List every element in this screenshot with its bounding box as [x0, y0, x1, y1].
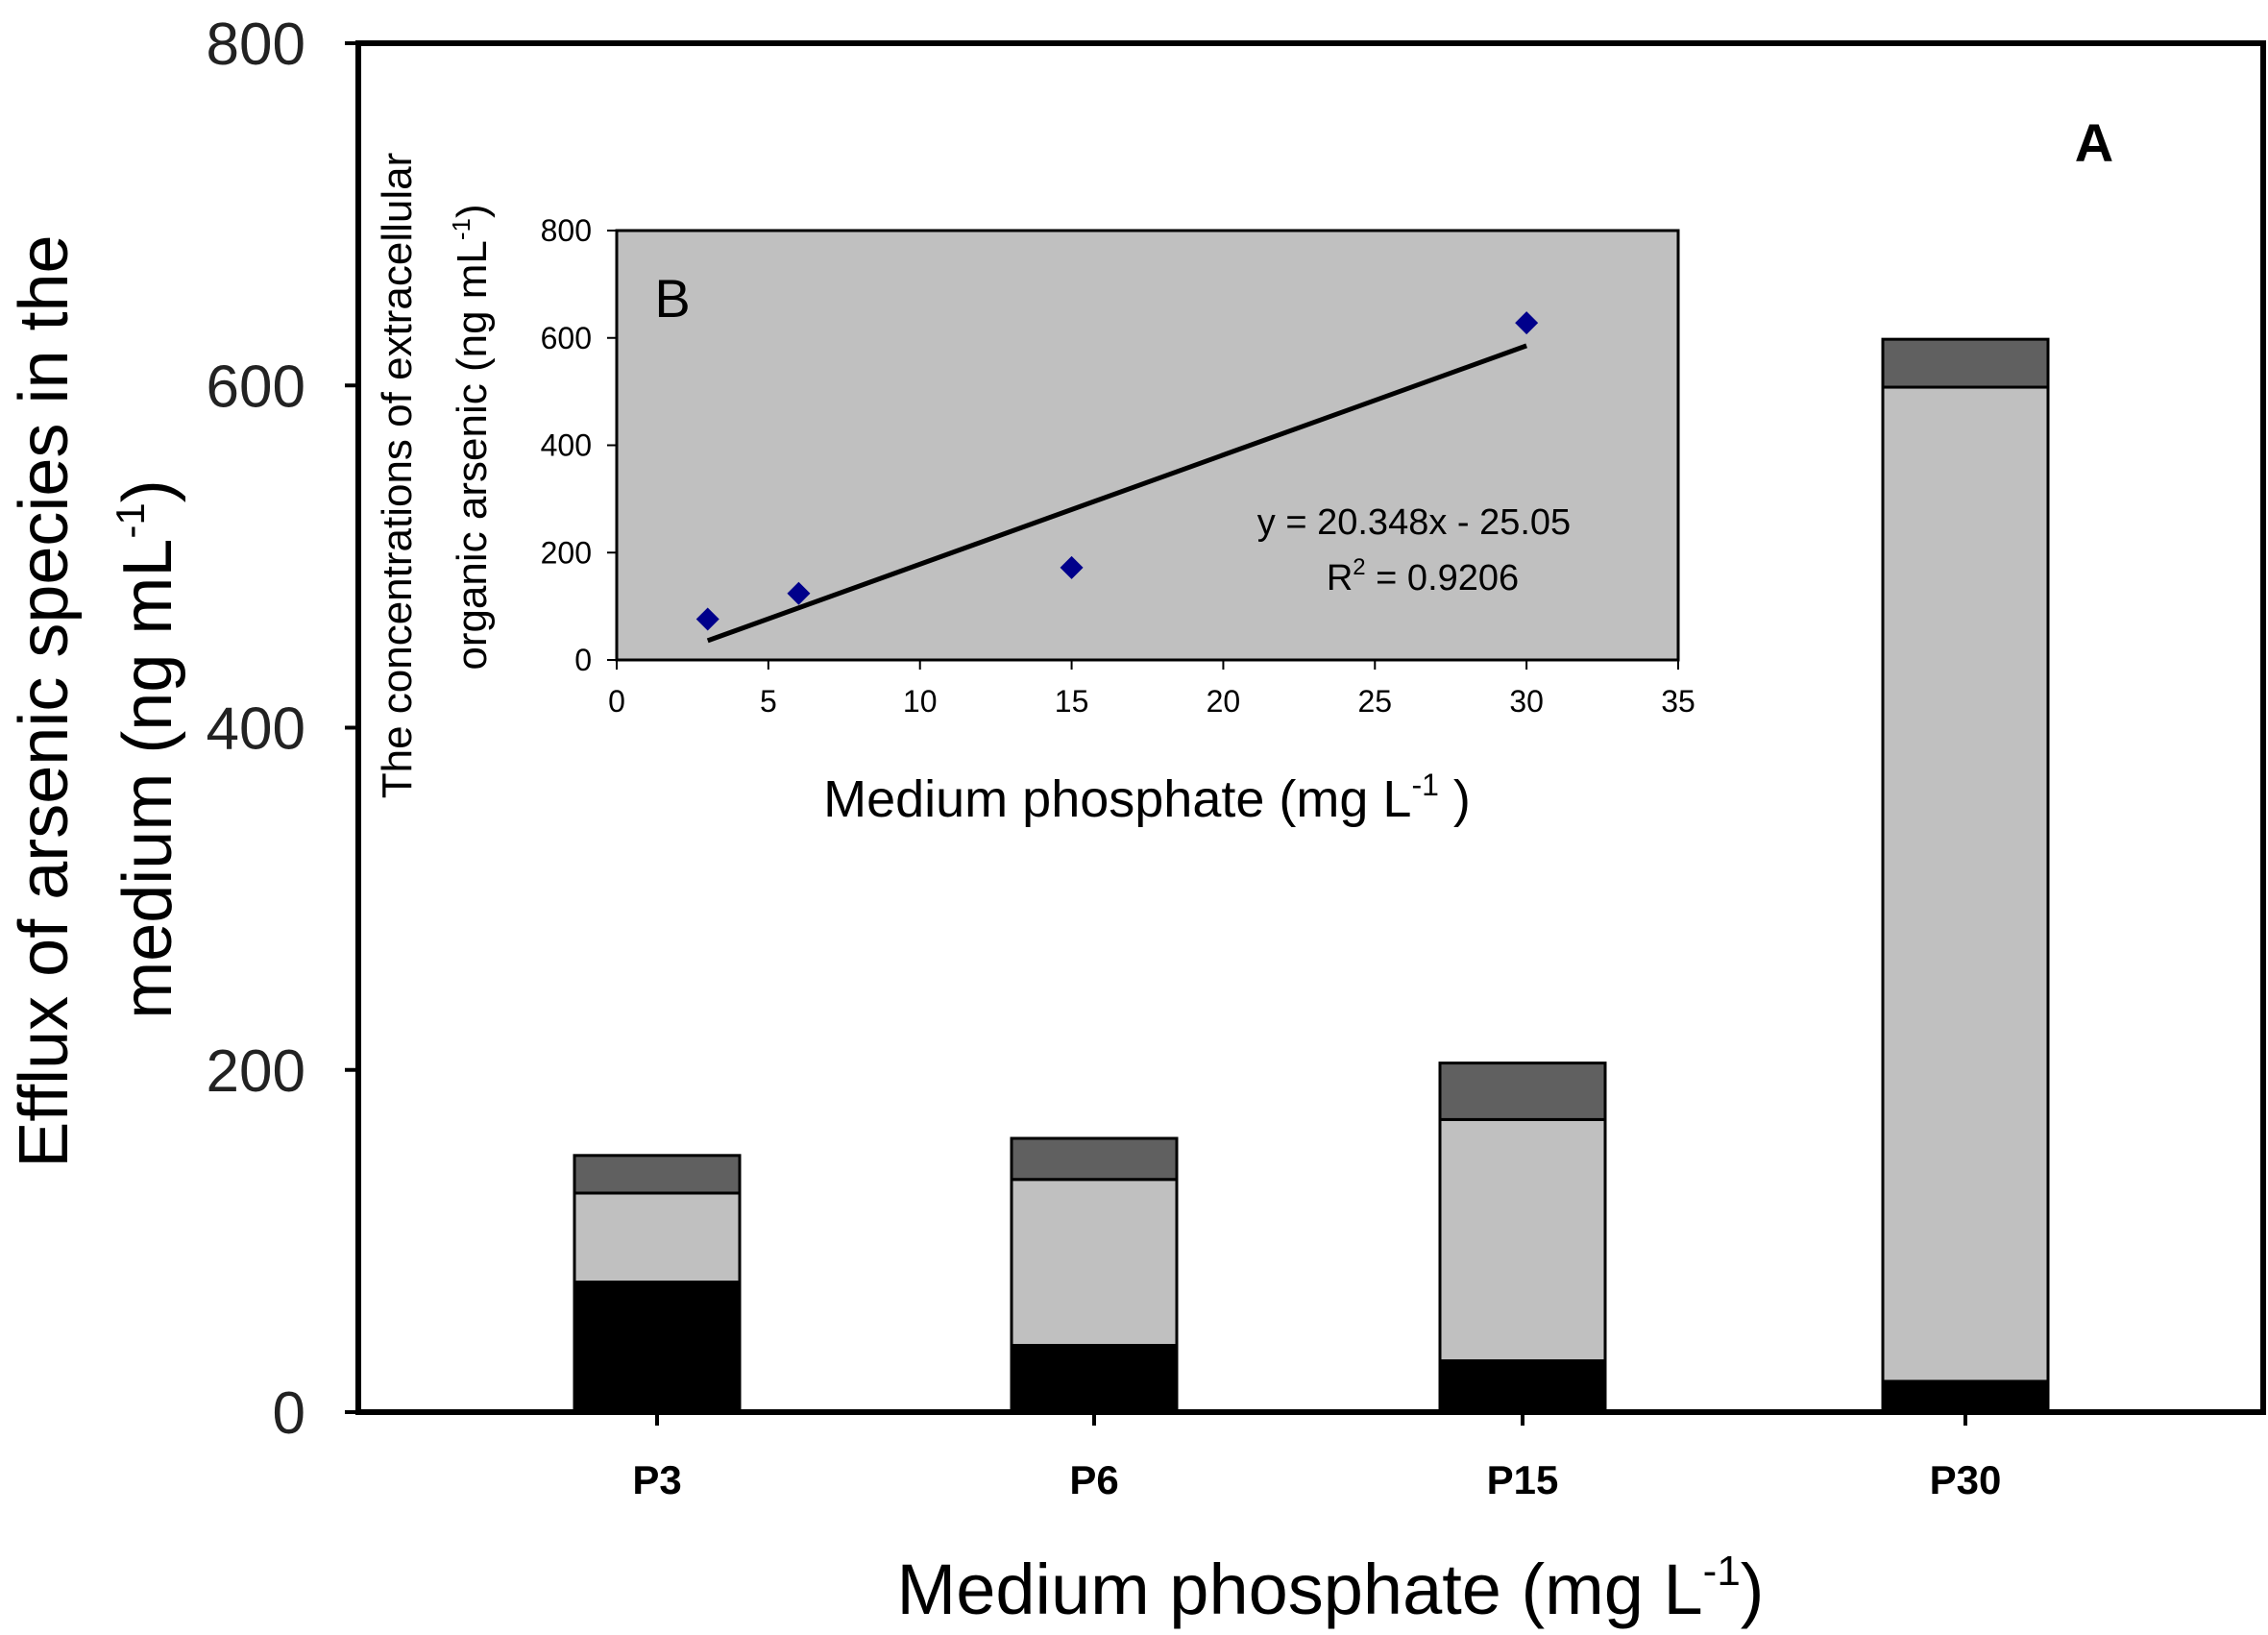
bar-p6-segment-3 [1010, 1136, 1179, 1182]
inset-x-tick-label: 15 [1055, 684, 1089, 719]
main-bars [573, 337, 2050, 1414]
panel-label-a: A [2075, 112, 2113, 173]
inset-y-axis-title-line-2: organic arsenic (ng mL-1) [447, 204, 496, 670]
inset-x-tick-label: 25 [1357, 684, 1392, 719]
main-x-axis-title: Medium phosphate (mg L-1) [897, 1548, 1765, 1629]
inset-data-points [695, 311, 1539, 631]
main-y-tick-label: 800 [207, 12, 305, 78]
main-x-tick-label: P3 [632, 1457, 681, 1502]
inset-y-tick-label: 200 [541, 535, 592, 570]
inset-data-point [695, 607, 719, 631]
inset-data-point [1060, 555, 1084, 579]
bar-p15-segment-3 [1438, 1062, 1607, 1121]
inset-axes: 0 5 10 15 20 25 30 35 0 200 400 600 800 [541, 213, 1695, 719]
bar-p30-segment-3 [1881, 337, 2050, 389]
main-x-tick-label: P6 [1069, 1457, 1118, 1502]
bar-p30-segment-2 [1881, 385, 2050, 1383]
main-y-tick-label: 0 [273, 1380, 305, 1447]
bar-p3-segment-1 [573, 1281, 742, 1414]
main-y-axis-title-line-1: Efflux of arsenic species in the [6, 234, 83, 1167]
inset-x-tick-label: 30 [1509, 684, 1544, 719]
main-x-tick-labels: P3 P6 P15 P30 [632, 1412, 2001, 1502]
inset-x-axis-title: Medium phosphate (mg L-1 ) [823, 768, 1471, 828]
inset-trendline [706, 343, 1527, 644]
inset-y-tick-label: 800 [541, 213, 592, 248]
bar-p6-segment-1 [1010, 1344, 1179, 1414]
inset-data-point [787, 581, 811, 605]
main-x-tick-label: P30 [1930, 1457, 2002, 1502]
inset-x-tick-label: 0 [608, 684, 625, 719]
bar-p3-segment-3 [573, 1154, 742, 1195]
main-y-axis-title-line-2: medium (ng mL-1) [108, 479, 186, 1019]
bar-p6-segment-2 [1010, 1178, 1179, 1348]
main-y-tick-labels: 0 200 400 600 800 [207, 12, 358, 1447]
inset-y-tick-label: 0 [574, 643, 592, 677]
bar-p3-segment-2 [573, 1191, 742, 1284]
inset-y-tick-label: 600 [541, 321, 592, 355]
inset-data-point [1515, 311, 1539, 335]
bar-p15-segment-2 [1438, 1117, 1607, 1363]
inset-x-tick-label: 35 [1661, 684, 1695, 719]
inset-x-tick-label: 5 [760, 684, 777, 719]
inset-chart-panel: 0 5 10 15 20 25 30 35 0 200 400 600 800 B y = 20.348… [374, 153, 1695, 828]
inset-x-tick-label: 10 [903, 684, 938, 719]
main-x-tick-label: P15 [1487, 1457, 1559, 1502]
inset-plot-frame [615, 229, 1680, 662]
inset-x-tick-label: 20 [1207, 684, 1241, 719]
bar-p15-segment-1 [1438, 1359, 1607, 1414]
main-y-tick-label: 200 [207, 1038, 305, 1105]
inset-y-axis-title-line-1: The concentrations of extracellular [374, 153, 421, 799]
inset-equation: y = 20.348x - 25.05 [1257, 502, 1571, 543]
panel-label-b: B [654, 268, 690, 329]
main-y-tick-label: 400 [207, 696, 305, 763]
inset-r-squared: R2 = 0.9206 [1327, 554, 1519, 598]
main-y-tick-label: 600 [207, 354, 305, 420]
bar-p30-segment-1 [1881, 1379, 2050, 1414]
inset-y-tick-label: 400 [541, 428, 592, 463]
